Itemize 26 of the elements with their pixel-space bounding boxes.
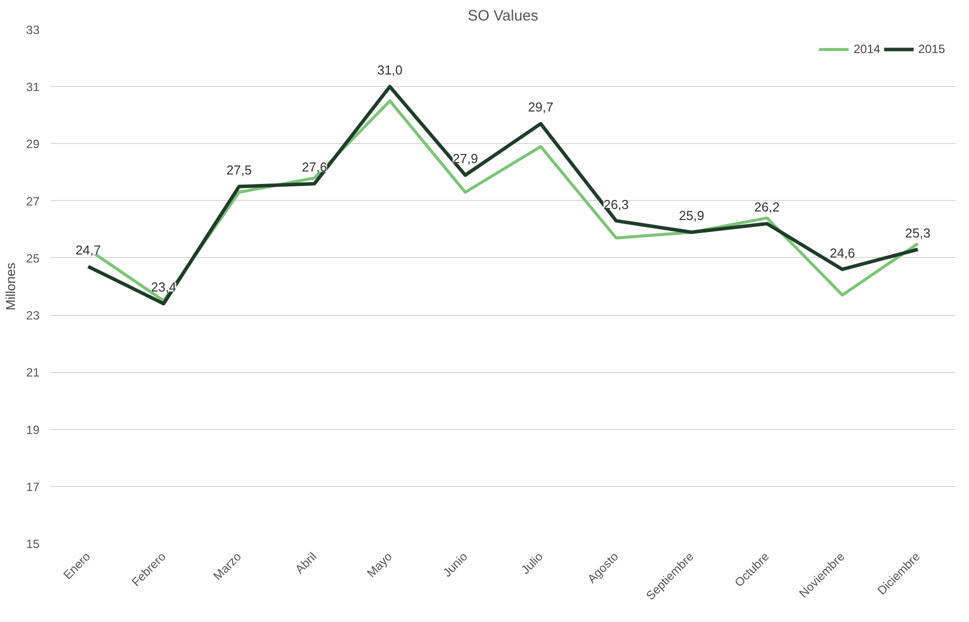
data-label: 24,6: [830, 245, 856, 260]
legend-label: 2015: [918, 42, 945, 56]
y-tick-label: 31: [26, 80, 40, 94]
data-label: 26,2: [754, 200, 780, 215]
y-axis-title: Millones: [3, 262, 18, 310]
y-tick-label: 19: [26, 422, 40, 437]
y-tick-label: 27: [26, 194, 40, 208]
chart-title: SO Values: [468, 8, 538, 24]
data-label: 29,7: [528, 100, 554, 115]
y-tick-label: 33: [26, 23, 40, 37]
y-tick-label: 17: [26, 480, 40, 494]
y-tick-label: 21: [26, 366, 40, 380]
y-tick-label: 29: [26, 137, 40, 152]
legend-label: 2014: [854, 42, 880, 56]
x-tick-label: Julio: [518, 549, 546, 577]
y-tick-label: 23: [26, 308, 40, 323]
data-label: 27,6: [302, 160, 328, 175]
data-label: 27,5: [226, 162, 252, 178]
y-tick-label: 25: [26, 251, 40, 266]
data-label: 26,3: [603, 196, 629, 212]
y-tick-label: 15: [26, 537, 40, 551]
data-label: 25,3: [905, 225, 930, 240]
data-label: 23,4: [150, 280, 176, 295]
data-label: 31,0: [377, 62, 403, 78]
data-label: 27,9: [452, 151, 478, 166]
data-label: 25,9: [678, 208, 704, 224]
